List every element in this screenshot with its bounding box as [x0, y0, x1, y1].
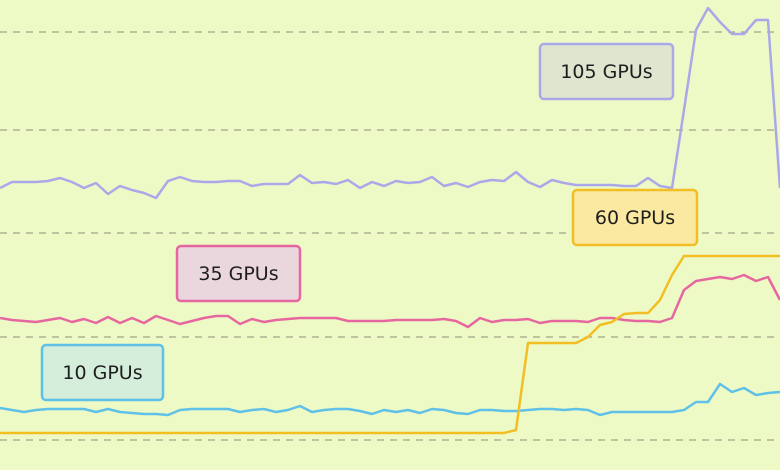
series-line [0, 254, 780, 435]
series-line [0, 273, 780, 329]
series-label-box [40, 343, 165, 402]
series-line [0, 6, 780, 200]
series-label-box [538, 42, 675, 101]
series-line [0, 382, 780, 417]
series-label: 60 GPUs [595, 207, 675, 229]
series-label-box [175, 244, 302, 303]
series-label: 105 GPUs [560, 61, 652, 83]
series-label: 10 GPUs [62, 362, 142, 384]
series-label: 35 GPUs [198, 263, 278, 285]
series-label-box [571, 188, 699, 247]
